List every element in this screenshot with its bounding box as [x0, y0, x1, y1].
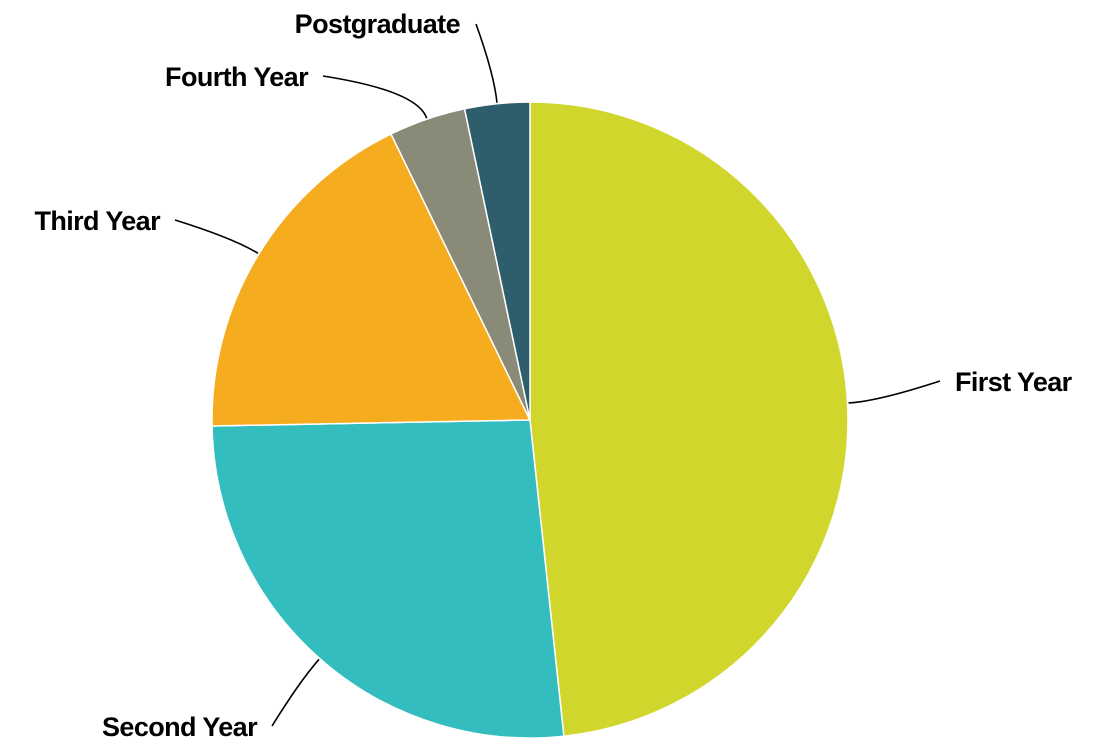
leader-line-second-year — [271, 658, 320, 727]
leader-line-third-year — [174, 219, 259, 255]
label-second-year: Second Year — [102, 712, 258, 742]
label-fourth-year: Fourth Year — [165, 62, 309, 92]
leader-line-fourth-year — [322, 75, 428, 119]
slice-postgraduate — [463, 101, 531, 421]
leader-line-first-year — [848, 380, 941, 404]
label-postgraduate: Postgraduate — [295, 9, 461, 39]
slice-first-year — [529, 101, 849, 738]
slice-third-year — [211, 132, 532, 427]
label-third-year: Third Year — [34, 206, 161, 236]
slice-second-year — [211, 419, 565, 739]
pie-slices — [211, 101, 849, 739]
leader-line-postgraduate — [475, 23, 498, 103]
label-first-year: First Year — [955, 367, 1073, 397]
leader-lines — [174, 23, 941, 727]
slice-labels: First Year Second Year Third Year Fourth… — [34, 9, 1073, 742]
